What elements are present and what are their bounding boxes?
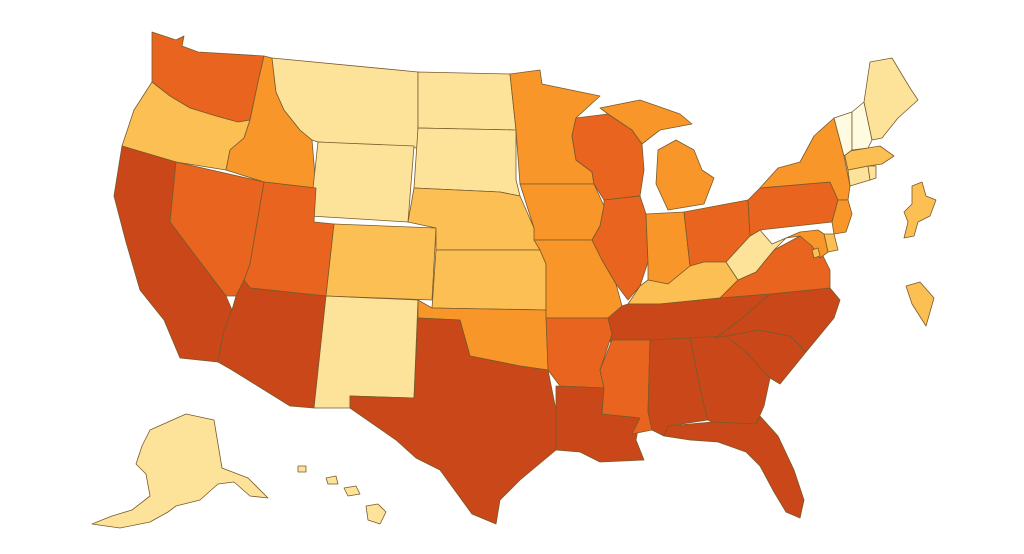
state-CO[interactable] — [325, 223, 437, 301]
state-KS[interactable] — [431, 249, 547, 311]
state-ME[interactable] — [863, 57, 919, 141]
state-TX[interactable] — [349, 317, 557, 525]
state-HI[interactable] — [297, 465, 387, 525]
state-PA[interactable] — [747, 181, 839, 237]
state-DC[interactable] — [811, 247, 821, 259]
state-MI[interactable] — [599, 99, 715, 211]
state-AZ[interactable] — [217, 279, 327, 409]
inset-dc[interactable] — [905, 281, 935, 327]
state-NH[interactable] — [851, 101, 873, 151]
state-MA[interactable] — [843, 145, 895, 171]
state-FL[interactable] — [663, 415, 805, 519]
state-IL[interactable] — [591, 195, 649, 301]
inset-northeast[interactable] — [903, 181, 937, 239]
state-ND[interactable] — [417, 71, 517, 131]
state-AK[interactable] — [91, 413, 269, 529]
state-NM[interactable] — [313, 295, 419, 409]
state-NC[interactable] — [715, 287, 841, 353]
state-SD[interactable] — [413, 127, 521, 197]
state-RI[interactable] — [867, 165, 877, 181]
state-WY[interactable] — [309, 141, 415, 223]
state-NJ[interactable] — [831, 199, 853, 235]
